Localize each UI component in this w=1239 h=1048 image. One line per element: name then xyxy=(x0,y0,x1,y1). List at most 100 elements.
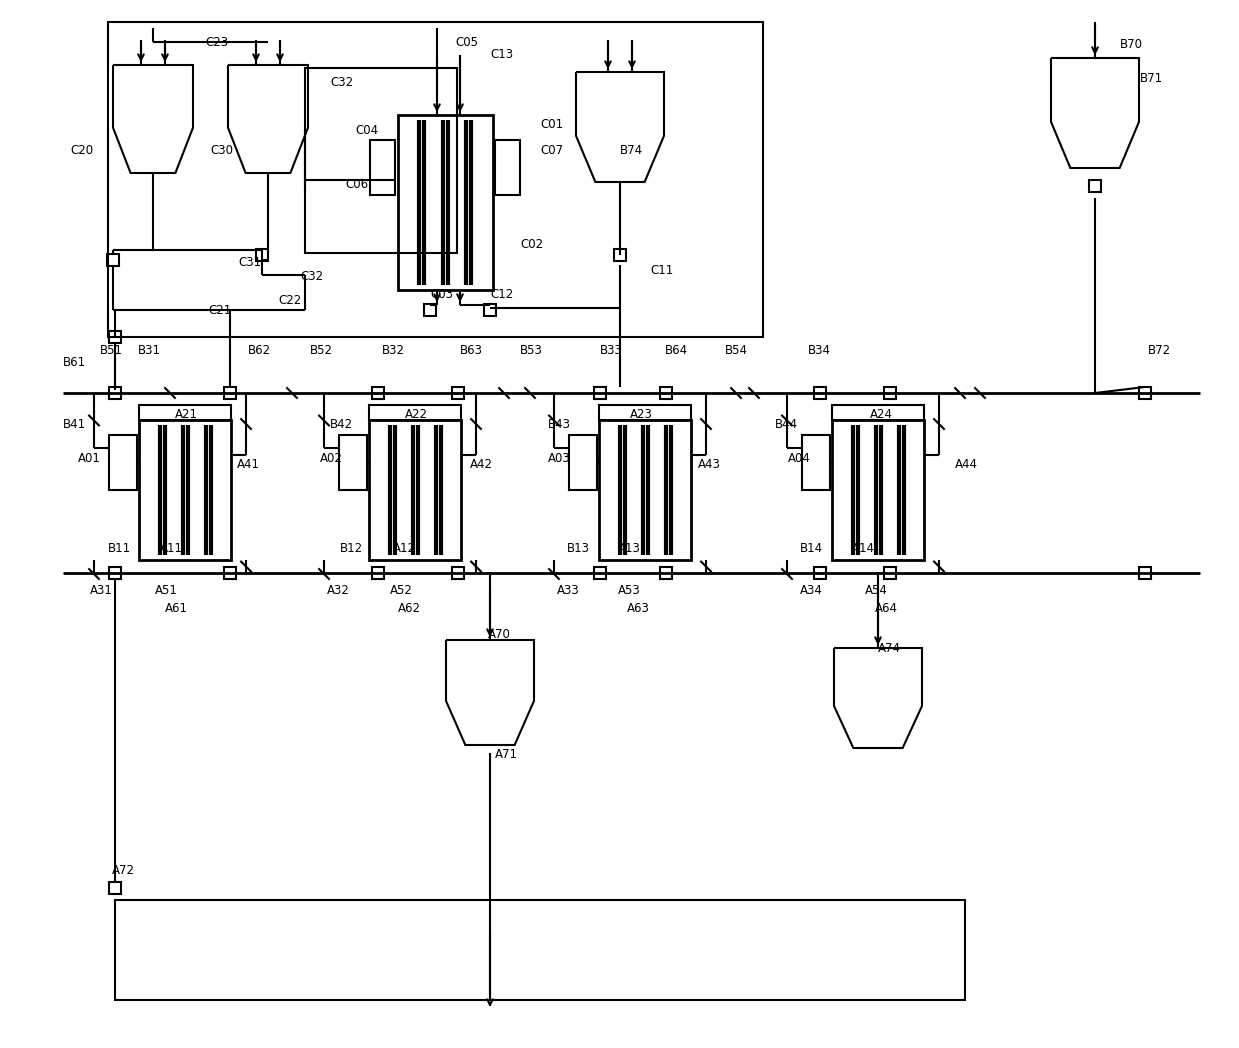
Text: B51: B51 xyxy=(100,344,123,356)
Text: A34: A34 xyxy=(800,584,823,596)
Bar xyxy=(398,115,492,290)
Bar xyxy=(833,420,924,560)
Bar xyxy=(883,567,896,578)
Text: A33: A33 xyxy=(558,584,580,596)
Bar xyxy=(1139,387,1151,399)
Text: B31: B31 xyxy=(138,344,161,356)
Text: B32: B32 xyxy=(382,344,405,356)
Bar xyxy=(109,331,121,343)
Text: A70: A70 xyxy=(488,629,510,641)
Text: A03: A03 xyxy=(548,452,571,464)
Text: A44: A44 xyxy=(955,459,978,472)
Text: A43: A43 xyxy=(698,459,721,472)
Text: A52: A52 xyxy=(390,584,413,596)
Bar xyxy=(139,420,230,560)
Text: B13: B13 xyxy=(567,542,590,554)
Text: A42: A42 xyxy=(470,459,493,472)
Text: B12: B12 xyxy=(339,542,363,554)
Bar xyxy=(1089,180,1101,192)
Bar xyxy=(452,567,463,578)
Text: C03: C03 xyxy=(430,288,453,302)
Bar xyxy=(256,249,268,261)
Text: C23: C23 xyxy=(204,36,228,48)
Text: C06: C06 xyxy=(344,178,368,192)
Text: A51: A51 xyxy=(155,584,178,596)
Text: B72: B72 xyxy=(1149,344,1171,356)
Bar xyxy=(833,405,924,420)
Text: B33: B33 xyxy=(600,344,623,356)
Bar xyxy=(814,387,826,399)
Bar xyxy=(598,420,691,560)
Text: A64: A64 xyxy=(875,602,898,614)
Text: B11: B11 xyxy=(108,542,131,554)
Text: B44: B44 xyxy=(776,418,798,432)
Text: B52: B52 xyxy=(310,344,333,356)
Text: B53: B53 xyxy=(520,344,543,356)
Bar xyxy=(339,435,367,490)
Text: C05: C05 xyxy=(455,36,478,48)
Bar xyxy=(109,387,121,399)
Text: A54: A54 xyxy=(865,584,888,596)
Text: A61: A61 xyxy=(165,602,188,614)
Bar xyxy=(109,435,138,490)
Bar xyxy=(109,567,121,578)
Text: C01: C01 xyxy=(540,118,563,131)
Text: B41: B41 xyxy=(63,418,87,432)
Text: A02: A02 xyxy=(320,452,343,464)
Text: B34: B34 xyxy=(808,344,831,356)
Text: B74: B74 xyxy=(620,144,643,156)
Text: C07: C07 xyxy=(540,144,563,156)
Text: B14: B14 xyxy=(800,542,823,554)
Bar xyxy=(452,387,463,399)
Text: C12: C12 xyxy=(489,288,513,302)
Bar xyxy=(424,304,436,316)
Bar xyxy=(496,140,520,195)
Text: B43: B43 xyxy=(548,418,571,432)
Text: A71: A71 xyxy=(496,748,518,762)
Bar xyxy=(370,140,395,195)
Bar xyxy=(372,567,384,578)
Text: A53: A53 xyxy=(618,584,641,596)
Bar xyxy=(593,387,606,399)
Text: A31: A31 xyxy=(90,584,113,596)
Bar xyxy=(593,567,606,578)
Text: C02: C02 xyxy=(520,239,543,252)
Text: A22: A22 xyxy=(405,409,427,421)
Text: A11: A11 xyxy=(160,542,183,554)
Text: C31: C31 xyxy=(238,256,261,268)
Text: C22: C22 xyxy=(278,293,301,306)
Text: C20: C20 xyxy=(69,144,93,156)
Bar xyxy=(1139,567,1151,578)
Bar xyxy=(369,405,461,420)
Text: B64: B64 xyxy=(665,344,688,356)
Bar xyxy=(569,435,597,490)
Text: A72: A72 xyxy=(112,864,135,876)
Bar xyxy=(802,435,830,490)
Text: B70: B70 xyxy=(1120,39,1144,51)
Text: A32: A32 xyxy=(327,584,349,596)
Bar xyxy=(115,900,965,1000)
Bar xyxy=(660,567,672,578)
Bar xyxy=(660,387,672,399)
Text: A14: A14 xyxy=(852,542,875,554)
Bar xyxy=(369,420,461,560)
Bar xyxy=(224,567,235,578)
Text: C32: C32 xyxy=(330,75,353,88)
Bar xyxy=(305,68,457,253)
Bar xyxy=(107,254,119,266)
Bar xyxy=(814,567,826,578)
Bar xyxy=(372,387,384,399)
Text: A62: A62 xyxy=(398,602,421,614)
Text: C32: C32 xyxy=(300,270,323,284)
Text: B63: B63 xyxy=(460,344,483,356)
Text: C21: C21 xyxy=(208,304,232,316)
Text: B61: B61 xyxy=(63,356,87,370)
Bar xyxy=(224,387,235,399)
Text: B54: B54 xyxy=(725,344,748,356)
Bar xyxy=(108,22,763,337)
Bar xyxy=(109,882,121,894)
Bar xyxy=(615,249,626,261)
Bar xyxy=(598,405,691,420)
Text: C11: C11 xyxy=(650,263,673,277)
Text: C13: C13 xyxy=(489,48,513,62)
